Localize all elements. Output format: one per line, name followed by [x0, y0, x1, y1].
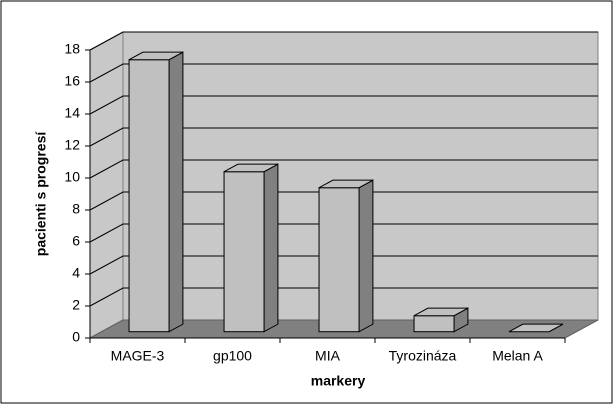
grid-line	[89, 159, 598, 179]
y-tick-label: 2	[72, 297, 80, 313]
y-tick-label: 0	[72, 329, 80, 345]
y-tick-label: 18	[64, 41, 80, 57]
bar	[128, 59, 170, 333]
y-tick-label: 16	[64, 73, 80, 89]
bar-side	[263, 163, 279, 333]
x-tick-label: Tyrozináza	[389, 348, 457, 364]
x-tick-label: MAGE-3	[111, 348, 165, 364]
y-tick-label: 10	[64, 169, 80, 185]
y-tick-label: 4	[72, 265, 80, 281]
grid-line	[89, 31, 598, 51]
y-tick-label: 14	[64, 105, 80, 121]
x-axis-label: markery	[311, 373, 366, 389]
bar-top	[223, 163, 279, 173]
grid-line	[89, 255, 598, 275]
y-tick-label: 8	[72, 201, 80, 217]
grid-line	[89, 63, 598, 83]
bar	[223, 171, 265, 333]
bar-top	[128, 51, 184, 61]
grid-line	[89, 95, 598, 115]
x-tick-label: Melan A	[492, 348, 543, 364]
grid-line	[89, 191, 598, 211]
y-tick-label: 12	[64, 137, 80, 153]
bar-top	[508, 323, 564, 333]
x-tick-label: MIA	[315, 348, 341, 364]
bar-top	[413, 307, 469, 317]
grid-line	[89, 127, 598, 147]
side-wall	[89, 31, 124, 339]
x-tick-label: gp100	[213, 348, 252, 364]
grid-line	[89, 287, 598, 307]
bar	[413, 315, 455, 333]
bar-side	[358, 179, 374, 333]
bar	[318, 187, 360, 333]
y-tick-label: 6	[72, 233, 80, 249]
bar-top	[318, 179, 374, 189]
bar-side	[168, 51, 184, 333]
y-axis-label: pacienti s progresí	[33, 131, 49, 257]
grid-line	[89, 223, 598, 243]
